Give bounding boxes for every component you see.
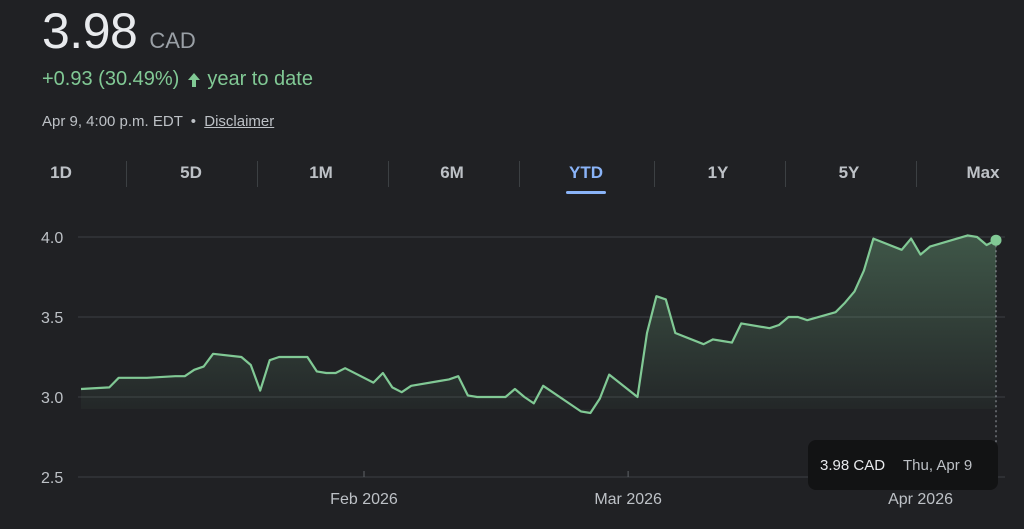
tab-label: YTD [569,163,603,182]
tab-divider [654,161,655,187]
tab-5d[interactable]: 5D [170,155,212,191]
tab-1d[interactable]: 1D [40,155,82,191]
tooltip-box [808,440,998,490]
timestamp: Apr 9, 4:00 p.m. EDT [42,113,183,130]
y-tick-label: 2.5 [41,470,63,487]
x-tick-label: Mar 2026 [594,491,662,508]
tab-6m[interactable]: 6M [431,155,473,191]
area-fill [81,235,996,413]
tab-divider [785,161,786,187]
tab-divider [388,161,389,187]
price-chart[interactable]: 4.0 3.5 3.0 2.5 Feb 2026 Mar 2026 Apr 2026 3.… [0,200,1024,529]
quote-meta: Apr 9, 4:00 p.m. EDT • Disclaimer [42,113,274,130]
change-value: +0.93 (30.49%) [42,68,180,90]
x-tick-label: Apr 2026 [888,491,953,508]
active-tab-indicator [566,191,606,194]
disclaimer-link[interactable]: Disclaimer [204,113,275,130]
separator-dot: • [190,113,197,130]
price-line [80,234,997,415]
tab-label: 1M [309,163,333,182]
y-tick-label: 3.5 [41,310,63,327]
tab-label: Max [966,163,1000,182]
tab-divider [126,161,127,187]
tab-divider [916,161,917,187]
price-header: 3.98 CAD [42,2,196,60]
tab-1y[interactable]: 1Y [697,155,739,191]
tab-label: 1D [50,163,72,182]
tooltip-date: Thu, Apr 9 [903,457,972,474]
y-tick-label: 3.0 [41,390,63,407]
tab-max[interactable]: Max [959,155,1007,191]
tab-label: 1Y [707,163,729,182]
last-point-marker [990,234,1002,246]
tab-ytd[interactable]: YTD [561,155,611,194]
tab-divider [519,161,520,187]
range-tabs: 1D 5D 1M 6M YTD 1Y 5Y Max [0,155,1024,195]
tab-label: 5D [180,163,202,182]
tab-label: 5Y [838,163,860,182]
tab-divider [257,161,258,187]
currency-label: CAD [149,28,196,53]
price-change: +0.93 (30.49%) year to date [42,68,313,91]
x-tick-label: Feb 2026 [330,491,398,508]
current-price: 3.98 [42,3,138,59]
tab-5y[interactable]: 5Y [828,155,870,191]
tab-1m[interactable]: 1M [300,155,342,191]
y-tick-label: 4.0 [41,230,63,247]
arrow-up-icon [187,72,201,88]
change-period: year to date [207,68,313,90]
tooltip-price: 3.98 CAD [820,457,885,474]
tab-label: 6M [440,163,464,182]
